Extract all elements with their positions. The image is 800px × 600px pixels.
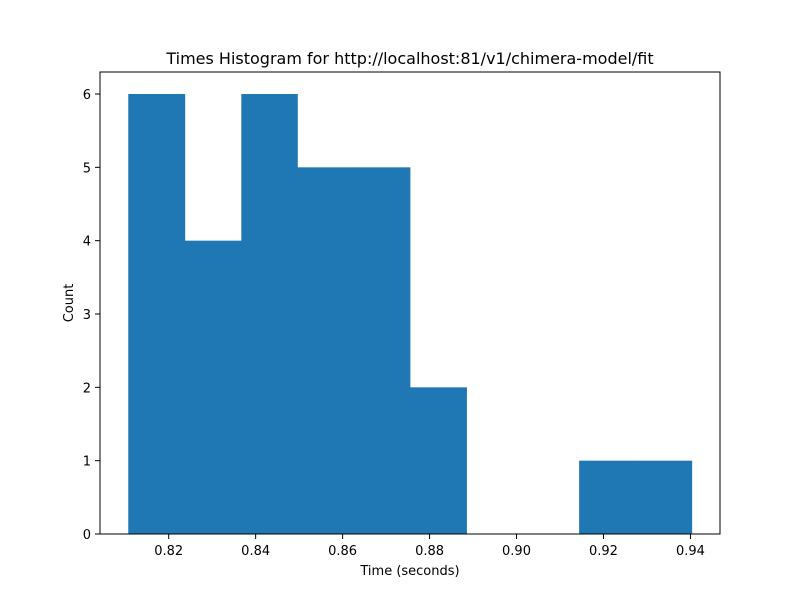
y-axis-ticks: 0 1 2 3 4 5 6 — [83, 88, 100, 543]
y-tick-label-3: 3 — [83, 308, 91, 323]
x-tick-label-2: 0.86 — [328, 544, 357, 559]
y-tick-label-6: 6 — [83, 88, 91, 103]
x-tick-label-5: 0.92 — [589, 544, 618, 559]
histogram-bar-4 — [353, 167, 411, 535]
x-tick-label-3: 0.88 — [415, 544, 444, 559]
y-tick-label-5: 5 — [83, 161, 91, 176]
histogram-bar-5 — [410, 387, 467, 534]
x-tick-label-0: 0.82 — [154, 544, 183, 559]
plot-frame — [99, 71, 721, 535]
histogram-bar-2 — [241, 94, 298, 534]
bars-group — [128, 94, 693, 535]
x-tick-label-1: 0.84 — [241, 544, 270, 559]
histogram-bar-3 — [297, 167, 355, 535]
x-tick-label-6: 0.94 — [676, 544, 705, 559]
y-tick-label-0: 0 — [83, 528, 91, 543]
y-axis-label: Count — [62, 284, 77, 323]
histogram-bar-8 — [579, 460, 636, 534]
histogram-bar-1 — [184, 240, 242, 534]
x-axis-label: Time (seconds) — [359, 564, 459, 579]
x-tick-label-4: 0.90 — [502, 544, 531, 559]
chart-title: Times Histogram for http://localhost:81/… — [165, 49, 653, 68]
histogram-bar-9 — [635, 460, 693, 534]
x-axis-ticks: 0.82 0.84 0.86 0.88 0.90 0.92 0.94 — [154, 534, 705, 559]
y-tick-label-4: 4 — [83, 235, 91, 250]
y-tick-label-1: 1 — [83, 455, 91, 470]
histogram-bar-0 — [128, 94, 186, 534]
y-tick-label-2: 2 — [83, 381, 91, 396]
